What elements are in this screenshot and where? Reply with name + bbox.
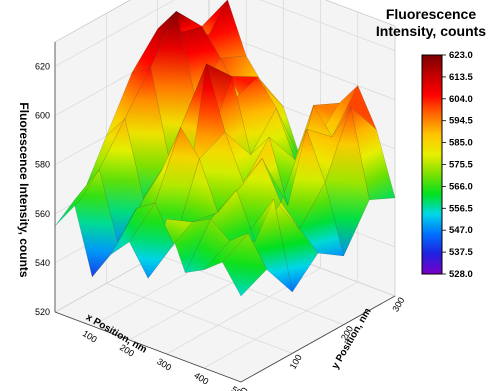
colorbar-tick-label: 566.0 (449, 181, 473, 192)
colorbar-tick-label: 613.5 (449, 72, 473, 83)
x-tick-label: 300 (155, 356, 173, 372)
axis-line (54, 311, 242, 383)
x-tick-label: 500 (230, 384, 248, 391)
z-tick-label: 560 (35, 209, 50, 219)
surface-patch (54, 169, 100, 227)
z-tick-label: 520 (35, 307, 50, 317)
y-tick-label: 300 (390, 295, 406, 313)
colorbar-tick-label: 556.5 (449, 203, 473, 214)
axis-box-front (54, 42, 396, 383)
colorbar-tick-label: 585.0 (449, 138, 473, 149)
colorbar (421, 54, 443, 275)
colorbar-title-line2: Intensity, counts (375, 23, 487, 39)
surface-patch (324, 106, 370, 257)
colorbar-tick-label: 594.5 (449, 116, 473, 127)
colorbar-tick-label: 547.0 (449, 225, 473, 236)
surface-plot (54, 0, 396, 297)
colorbar-tick-label: 623.0 (449, 50, 473, 61)
colorbar-tick-label: 528.0 (449, 269, 473, 280)
y-tick-label: 0 (239, 386, 250, 391)
colorbar-tick-label: 575.5 (449, 160, 473, 171)
z-tick-label: 620 (35, 62, 50, 72)
colorbar-title-line1: Fluorescence (385, 6, 477, 22)
x-tick-label: 400 (192, 370, 210, 386)
colorbar-tick-label: 604.0 (449, 94, 473, 105)
z-tick-label: 580 (35, 160, 50, 170)
z-axis-title: Fluorescence Intensity, counts (17, 102, 31, 277)
z-tick-label: 600 (35, 111, 50, 121)
axis-line (240, 295, 396, 383)
colorbar-ticks: 623.0 613.5 604.0 594.5 585.0 575.5 566.0 556.5… (442, 50, 473, 280)
y-gridline (106, 13, 293, 354)
x-tick-label: 100 (81, 328, 99, 344)
surface-patch (222, 232, 267, 297)
colorbar-title: Fluorescence Intensity, counts (368, 6, 494, 40)
surface-patch (331, 85, 377, 137)
z-tick-label: 540 (35, 258, 50, 268)
colorbar-tick-label: 537.5 (449, 247, 473, 258)
axis-ticks: 5205405605806006201002003004005000100200… (35, 62, 407, 391)
y-tick-label: 100 (288, 353, 304, 371)
